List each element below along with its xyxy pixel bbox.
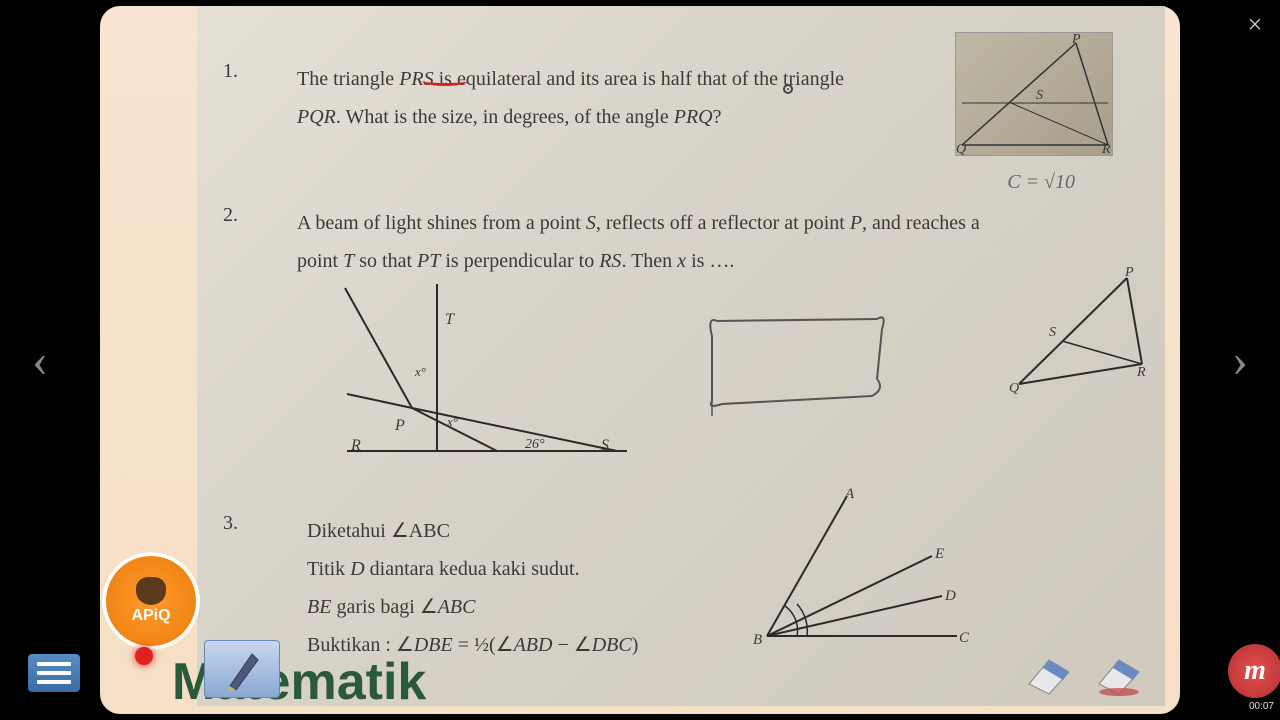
- close-icon[interactable]: ×: [1240, 10, 1270, 40]
- pen-tool-button[interactable]: [204, 640, 280, 698]
- q2-diagram-reflection: T P R S x° x° 26°: [337, 276, 637, 466]
- svg-text:B: B: [753, 632, 762, 648]
- svg-text:A: A: [844, 486, 855, 502]
- record-timer: 00:07: [1249, 701, 1274, 712]
- menu-icon[interactable]: [28, 654, 80, 692]
- svg-text:Q: Q: [1009, 381, 1019, 396]
- svg-text:x°: x°: [414, 364, 426, 379]
- svg-text:P: P: [1124, 266, 1134, 280]
- prev-arrow-icon[interactable]: ‹: [20, 333, 60, 388]
- q2-diagram-triangle: P Q R S: [1007, 266, 1157, 396]
- q2-line1: A beam of light shines from a point S, r…: [297, 204, 1107, 242]
- q1-number: 1.: [223, 60, 238, 83]
- eraser-tool-button-2[interactable]: [1088, 646, 1150, 698]
- q1-line1: The triangle PRS is equilateral and its …: [297, 60, 957, 98]
- q3-line3: BE garis bagi ∠ABC: [307, 588, 747, 626]
- svg-text:T: T: [445, 311, 455, 328]
- q3-number: 3.: [223, 512, 238, 535]
- red-underline-annotation: [422, 76, 468, 86]
- eraser-tool-button[interactable]: [1018, 646, 1080, 698]
- record-button[interactable]: m: [1228, 644, 1280, 698]
- q1-figure: P Q R S: [955, 32, 1113, 156]
- next-arrow-icon[interactable]: ›: [1220, 333, 1260, 388]
- svg-text:D: D: [944, 588, 956, 604]
- svg-text:x°: x°: [446, 414, 458, 429]
- svg-text:R: R: [1136, 365, 1146, 380]
- svg-text:P: P: [394, 417, 405, 434]
- svg-text:26°: 26°: [525, 437, 545, 452]
- q2-line2: point T so that PT is perpendicular to R…: [297, 242, 1107, 280]
- svg-text:R: R: [350, 437, 361, 454]
- apiq-logo: APiQ: [102, 552, 200, 650]
- recording-indicator-icon: [135, 647, 153, 665]
- q2-diagram-scratch: [697, 301, 897, 421]
- q2-number: 2.: [223, 204, 238, 227]
- svg-text:S: S: [1049, 325, 1056, 340]
- handwritten-note: C = √10: [1007, 171, 1075, 194]
- svg-text:C: C: [959, 630, 970, 646]
- q3-line2: Titik D diantara kedua kaki sudut.: [307, 550, 747, 588]
- svg-text:S: S: [1036, 88, 1043, 103]
- q1-line2: PQR. What is the size, in degrees, of th…: [297, 98, 957, 136]
- svg-text:P: P: [1071, 33, 1081, 47]
- document-paper: 1. The triangle PRS is equilateral and i…: [197, 6, 1165, 706]
- cursor-dot: [783, 84, 793, 94]
- svg-text:R: R: [1101, 142, 1111, 157]
- q3-diagram: A B C D E: [747, 486, 977, 656]
- svg-text:Q: Q: [956, 142, 966, 157]
- svg-text:S: S: [601, 437, 609, 454]
- svg-text:E: E: [934, 546, 944, 562]
- q3-line1: Diketahui ∠ABC: [307, 512, 747, 550]
